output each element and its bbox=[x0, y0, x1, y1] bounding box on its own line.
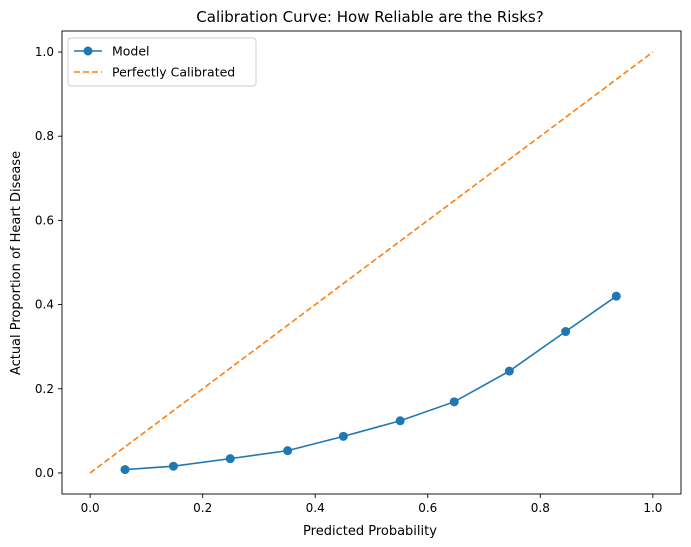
y-tick-label: 0.0 bbox=[35, 466, 54, 480]
x-tick-label: 1.0 bbox=[643, 501, 662, 515]
legend-label-model: Model bbox=[112, 44, 150, 59]
data-point bbox=[611, 291, 621, 301]
data-point bbox=[168, 461, 178, 471]
series-line-perfectly-calibrated bbox=[89, 51, 654, 474]
y-tick-label: 0.6 bbox=[35, 213, 54, 227]
y-tick-label: 0.2 bbox=[35, 382, 54, 396]
data-point bbox=[504, 366, 514, 376]
data-point bbox=[561, 327, 571, 337]
x-tick-label: 0.4 bbox=[306, 501, 325, 515]
data-point bbox=[338, 431, 348, 441]
y-tick-label: 0.8 bbox=[35, 129, 54, 143]
plot-frame bbox=[61, 30, 682, 495]
chart-title: Calibration Curve: How Reliable are the … bbox=[196, 8, 543, 26]
legend: Model Perfectly Calibrated bbox=[67, 37, 257, 87]
x-tick-label: 0.8 bbox=[531, 501, 550, 515]
y-axis-label: Actual Proportion of Heart Disease bbox=[9, 151, 24, 375]
data-point bbox=[449, 397, 459, 407]
data-point bbox=[283, 446, 293, 456]
plot-area: 0.0 0.2 0.4 0.6 0.8 1.0 0.0 0.2 0.4 0.6 0.8 1.0 bbox=[35, 30, 682, 515]
x-tick-label: 0.0 bbox=[81, 501, 100, 515]
x-axis-label: Predicted Probability bbox=[303, 524, 437, 539]
series-line-model bbox=[124, 295, 617, 471]
data-point bbox=[225, 454, 235, 464]
legend-marker-model bbox=[83, 46, 93, 56]
x-tick-label: 0.6 bbox=[418, 501, 437, 515]
legend-box bbox=[67, 37, 257, 87]
y-tick-label: 1.0 bbox=[35, 45, 54, 59]
legend-label-perfectly-calibrated: Perfectly Calibrated bbox=[112, 65, 235, 80]
y-tick-label: 0.4 bbox=[35, 298, 54, 312]
x-tick-label: 0.2 bbox=[193, 501, 212, 515]
data-point bbox=[120, 465, 130, 475]
data-point bbox=[395, 416, 405, 426]
